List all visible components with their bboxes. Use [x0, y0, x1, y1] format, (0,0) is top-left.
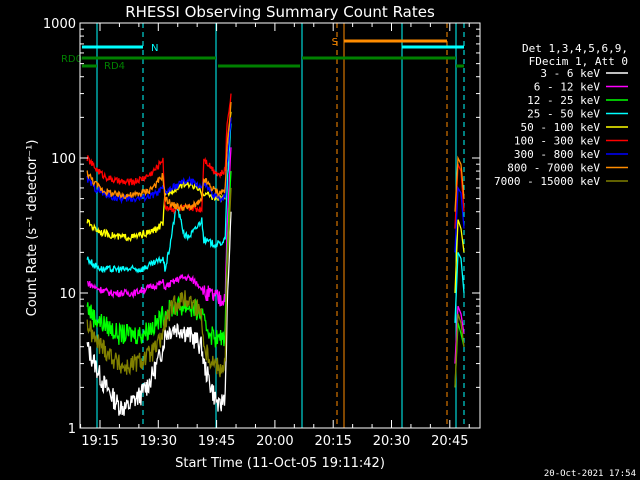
series-line-late	[454, 313, 465, 388]
x-tick-label: 19:15	[81, 434, 118, 449]
x-tick-label: 20:15	[314, 434, 351, 449]
series-layer	[86, 93, 465, 416]
series-line-late	[454, 185, 465, 253]
legend-label: 100 - 300 keV	[514, 135, 600, 148]
legend-label: 300 - 800 keV	[514, 148, 600, 161]
x-tick-label: 20:45	[431, 434, 468, 449]
y-tick-label: 1	[68, 422, 76, 437]
flag-layer: N RD0 RD4 S	[61, 37, 464, 72]
plot-frame	[79, 22, 481, 429]
series-line	[86, 123, 232, 274]
axes: 1 10 100 1000 19:15 19:30 19:45 20:00 20:15 20:30…	[43, 17, 481, 449]
series-line	[86, 93, 232, 215]
legend-title-line: FDecim 1, Att 0	[529, 55, 628, 68]
legend-label: 3 - 6 keV	[540, 67, 600, 80]
series-line	[86, 101, 232, 212]
y-tick-label: 100	[51, 152, 76, 167]
legend-label: 800 - 7000 keV	[507, 162, 600, 175]
series-line-late	[454, 252, 465, 323]
x-tick-label: 19:30	[140, 434, 177, 449]
legend: Det 1,3,4,5,6,9,FDecim 1, Att 03 - 6 keV…	[494, 42, 628, 188]
flag-label: RD0	[61, 54, 82, 65]
legend-title-line: Det 1,3,4,5,6,9,	[522, 42, 628, 55]
x-tick-label: 19:45	[198, 434, 235, 449]
flag-label: RD4	[104, 61, 125, 72]
legend-label: 12 - 25 keV	[527, 94, 600, 107]
series-line	[86, 117, 232, 205]
legend-label: 6 - 12 keV	[534, 81, 601, 94]
series-line	[86, 187, 232, 378]
legend-label: 50 - 100 keV	[521, 121, 601, 134]
x-axis-label: Start Time (11-Oct-05 19:11:42)	[175, 456, 385, 471]
legend-label: 25 - 50 keV	[527, 108, 600, 121]
series-line	[86, 171, 232, 348]
y-tick-label: 1000	[43, 17, 76, 32]
series-line-late	[454, 155, 465, 212]
series-line-late	[454, 219, 465, 294]
legend-label: 7000 - 15000 keV	[494, 175, 600, 188]
series-line	[86, 111, 232, 243]
series-line	[87, 147, 232, 307]
footer-timestamp: 20-Oct-2021 17:54	[544, 469, 636, 479]
x-tick-label: 20:30	[373, 434, 410, 449]
x-tick-label: 20:00	[256, 434, 293, 449]
y-axis-label: Count Rate (s⁻¹ detector⁻¹)	[25, 140, 40, 317]
y-tick-label: 10	[59, 287, 76, 302]
series-line	[86, 211, 232, 416]
chart-title: RHESSI Observing Summary Count Rates	[125, 3, 435, 21]
flag-label: S	[332, 37, 338, 48]
flag-label: N	[151, 43, 158, 54]
